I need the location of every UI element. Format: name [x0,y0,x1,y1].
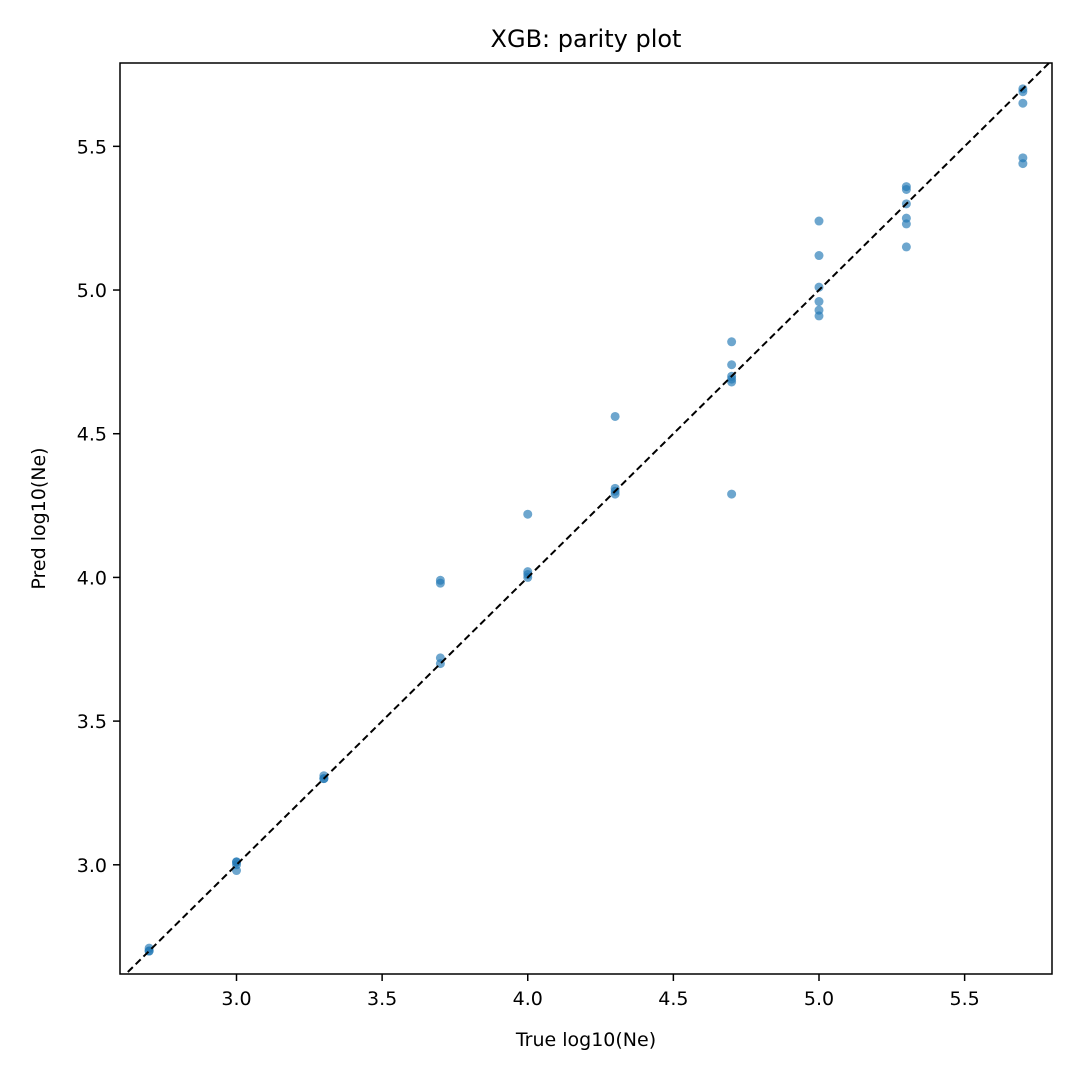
x-axis: 3.0 3.5 4.0 4.5 5.0 5.5 [221,974,980,1010]
data-point [727,337,737,347]
data-point [610,411,620,421]
data-point [901,213,911,223]
parity-line [124,63,1051,974]
data-point [610,483,620,493]
x-tick-label: 5.5 [950,988,980,1010]
data-point [814,305,824,315]
data-point [727,489,737,499]
data-point [814,251,824,261]
plot-area [119,62,1053,975]
y-tick-label: 3.5 [77,711,107,733]
x-tick-label: 4.0 [513,988,543,1010]
y-tick-label: 5.0 [77,280,107,302]
data-point [727,360,737,370]
data-point [814,282,824,292]
y-tick-label: 5.5 [77,136,107,158]
x-tick-label: 3.5 [367,988,397,1010]
data-point [814,297,824,307]
x-tick-label: 5.0 [804,988,834,1010]
data-point [901,242,911,252]
y-axis: 3.0 3.5 4.0 4.5 5.0 5.5 [77,136,120,877]
x-tick-label: 4.5 [658,988,688,1010]
y-tick-label: 3.0 [77,855,107,877]
y-tick-label: 4.5 [77,424,107,446]
chart-title: XGB: parity plot [491,25,682,53]
y-tick-label: 4.0 [77,567,107,589]
data-point [523,509,533,519]
x-axis-label: True log10(Ne) [515,1029,656,1051]
data-point [1018,153,1028,163]
x-tick-label: 3.0 [221,988,251,1010]
data-point [901,182,911,192]
y-axis-label: Pred log10(Ne) [28,447,50,589]
data-point [1018,98,1028,108]
plot-frame [119,62,1053,975]
data-point [232,857,241,867]
data-point [814,216,824,226]
data-point [435,575,445,585]
